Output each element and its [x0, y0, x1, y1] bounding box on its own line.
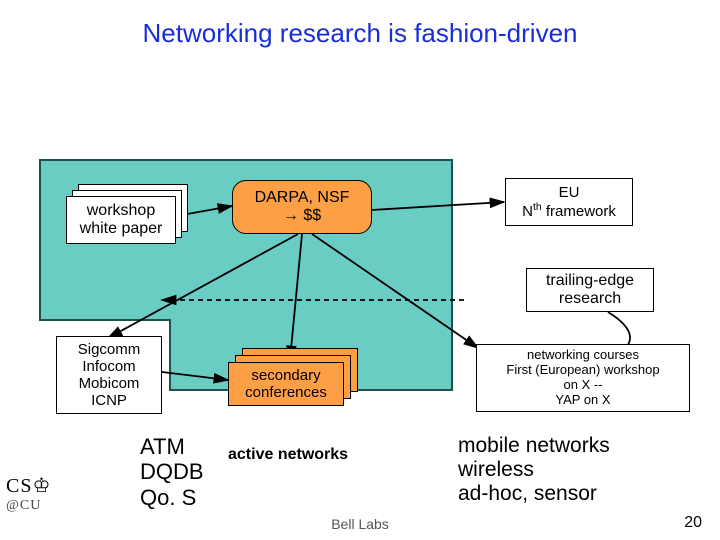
eu-line-1: EU	[559, 184, 580, 201]
eu-line-2: Nth framework	[522, 201, 616, 220]
workshop-box: workshop white paper	[66, 196, 176, 244]
trailing-edge-box: trailing-edge research	[526, 268, 654, 312]
atm-line-1: DQDB	[140, 459, 204, 484]
mobile-line-0: mobile networks	[458, 434, 610, 458]
eu-box: EU Nth framework	[505, 178, 633, 226]
sigcomm-line-0: Sigcomm	[78, 341, 141, 358]
page-number: 20	[684, 514, 702, 532]
darpa-box: DARPA, NSF → $$	[232, 180, 372, 234]
slide-title: Networking research is fashion-driven	[0, 18, 720, 49]
atm-line-2: Qo. S	[140, 485, 204, 510]
logo-line-1: CS♔	[6, 473, 51, 498]
sigcomm-line-3: ICNP	[91, 392, 127, 409]
sigcomm-line-1: Infocom	[82, 358, 135, 375]
atm-line-0: ATM	[140, 434, 204, 459]
trailing-line-2: research	[559, 290, 621, 308]
net-courses-line-0: networking courses	[527, 348, 639, 363]
workshop-line-2: white paper	[80, 220, 163, 238]
secondary-line-1: secondary	[251, 367, 320, 384]
trailing-line-1: trailing-edge	[546, 272, 634, 290]
net-courses-line-1: First (European) workshop	[506, 363, 659, 378]
secondary-box: secondary conferences	[228, 362, 344, 406]
mobile-line-1: wireless	[458, 458, 610, 482]
logo-line-2: @CU	[6, 498, 51, 514]
darpa-line-2: → $$	[283, 207, 321, 225]
net-courses-line-3: YAP on X	[555, 393, 610, 408]
net-courses-line-2: on X --	[563, 378, 602, 393]
logo: CS♔ @CU	[6, 473, 51, 514]
mobile-line-2: ad-hoc, sensor	[458, 482, 610, 506]
sigcomm-box: Sigcomm Infocom Mobicom ICNP	[56, 336, 162, 414]
active-networks-label: active networks	[228, 446, 348, 464]
networking-courses-box: networking courses First (European) work…	[476, 344, 690, 412]
mobile-networks-label: mobile networks wireless ad-hoc, sensor	[458, 434, 610, 506]
workshop-line-1: workshop	[87, 202, 155, 220]
atm-label: ATM DQDB Qo. S	[140, 434, 204, 510]
secondary-line-2: conferences	[245, 384, 327, 401]
sigcomm-line-2: Mobicom	[79, 375, 140, 392]
footer-center: Bell Labs	[0, 516, 720, 532]
darpa-line-1: DARPA, NSF	[255, 189, 350, 207]
